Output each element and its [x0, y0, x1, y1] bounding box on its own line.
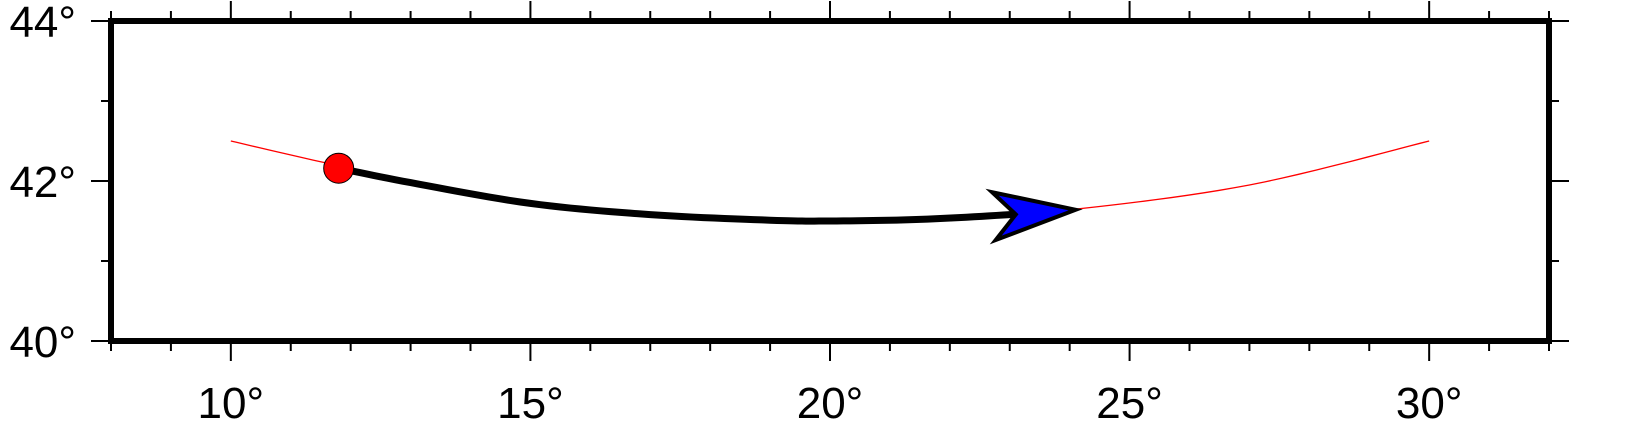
lon-tick-label: 10°	[198, 379, 265, 428]
lat-tick-label: 44°	[9, 0, 76, 47]
lon-tick-label: 20°	[797, 379, 864, 428]
vector-arrow-shaft	[335, 164, 1020, 225]
tick-labels: 10° 15° 20° 25° 30° 40° 42° 44°	[9, 0, 1462, 428]
lat-tick-label: 40°	[9, 318, 76, 367]
vector-arrowhead	[985, 188, 1083, 245]
lon-tick-label: 15°	[497, 379, 564, 428]
start-point-marker	[323, 152, 355, 184]
frame-ticks	[91, 1, 1569, 361]
lon-tick-label: 25°	[1096, 379, 1163, 428]
lat-tick-label: 42°	[9, 158, 76, 207]
map-frame	[108, 18, 1552, 344]
lon-tick-label: 30°	[1396, 379, 1463, 428]
